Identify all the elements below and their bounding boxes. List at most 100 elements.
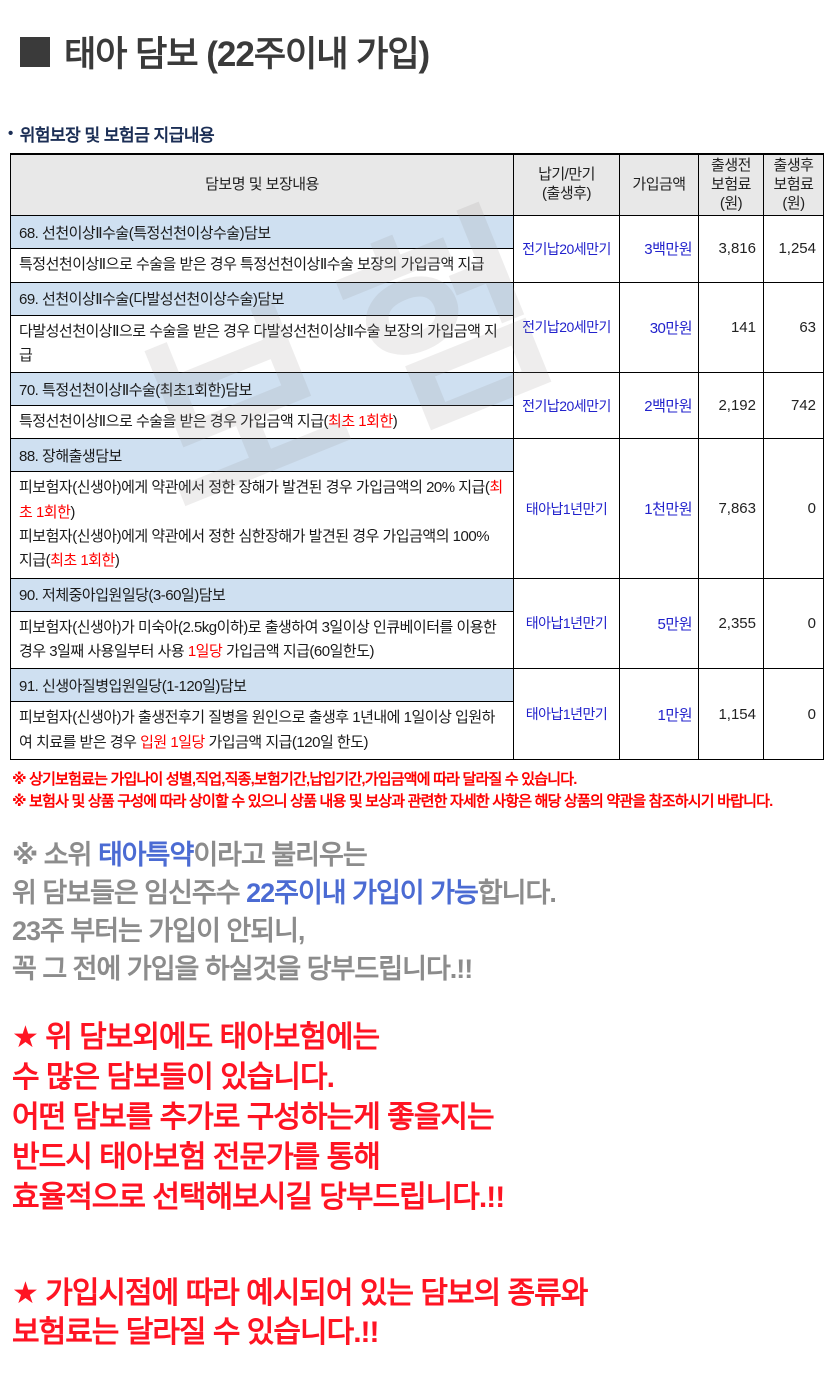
amount-cell: 3백만원 (619, 215, 699, 283)
header-amount: 가입금액 (619, 153, 699, 217)
header-term: 납기/만기 (출생후) (513, 153, 620, 217)
amount-cell: 1만원 (619, 668, 699, 760)
text-segment: 다발성선천이상Ⅱ으로 수술을 받은 경우 다발성선천이상Ⅱ수술 보장의 가입금액… (19, 322, 498, 364)
header-premium-after: 출생후 보험료(원) (763, 153, 824, 217)
text-segment: 입원 1일당 (140, 733, 205, 751)
text-segment: 피보험자(신생아)가 미숙아(2.5kg이하)로 출생하여 3일이상 인큐베이터… (19, 618, 497, 660)
notice-line: 23주 부터는 가입이 안되니, (12, 912, 831, 950)
note-line: ※ 보험사 및 상품 구성에 따라 상이할 수 있으니 상품 내용 및 보상과 … (12, 793, 773, 811)
term-cell: 태아납1년만기 (513, 577, 620, 670)
amount-cell: 5만원 (619, 577, 699, 670)
coverage-title-cell: 88. 장해출생담보 (10, 438, 514, 473)
text-segment: 이라고 불리우는 (193, 839, 367, 870)
notice-line: 꼭 그 전에 가입을 하실것을 당부드립니다.!! (12, 950, 831, 988)
header-coverage-name: 담보명 및 보장내용 (10, 153, 514, 217)
coverage-table-body: 68. 선천이상Ⅱ수술(특정선천이상수술)담보 전기납20세만기 3백만원 3,816… (10, 215, 824, 760)
text-segment: 최초 1회한 (50, 552, 115, 570)
premium-before-cell: 2,192 (698, 372, 764, 440)
coverage-row-title: 68. 선천이상Ⅱ수술(특정선천이상수술)담보 전기납20세만기 3백만원 3,816… (10, 215, 824, 283)
coverage-title-cell: 90. 저체중아입원일당(3-60일)담보 (10, 577, 514, 612)
premium-after-cell: 0 (763, 438, 824, 579)
warning-line: 수 많은 담보들이 있습니다. (12, 1060, 335, 1094)
coverage-title-cell: 91. 신생아질병입원일당(1-120일)담보 (10, 668, 514, 703)
text-segment: 피보험자(신생아)에게 약관에서 정한 장해가 발견된 경우 가입금액의 20%… (19, 479, 490, 497)
coverage-desc-cell: 피보험자(신생아)에게 약관에서 정한 장해가 발견된 경우 가입금액의 20%… (10, 471, 514, 579)
notice-line: 위 담보들은 임신주수 22주이내 가입이 가능합니다. (12, 874, 831, 912)
warning-line: ★ 가입시점에 따라 예시되어 있는 담보의 종류와 (12, 1276, 588, 1310)
coverage-desc-cell: 특정선천이상Ⅱ으로 수술을 받은 경우 특정선천이상Ⅱ수술 보장의 가입금액 지… (10, 248, 514, 283)
coverage-row-title: 90. 저체중아입원일당(3-60일)담보 태아납1년만기 5만원 2,355 0 (10, 577, 824, 670)
text-segment: ) (114, 552, 120, 570)
coverage-row-desc: 피보험자(신생아)가 미숙아(2.5kg이하)로 출생하여 3일이상 인큐베이터… (10, 610, 824, 670)
warning-line: 반드시 태아보험 전문가를 통해 (12, 1140, 381, 1174)
term-cell: 전기납20세만기 (513, 281, 620, 374)
warning-line: 보험료는 달라질 수 있습니다.!! (12, 1316, 380, 1350)
footnotes: ※ 상기보험료는 가입나이 성별,직업,직종,보험기간,납입기간,가입금액에 따… (12, 769, 831, 814)
notice-block: ※ 소위 태아특약이라고 불리우는 위 담보들은 임신주수 22주이내 가입이 가… (12, 836, 831, 988)
warning-line: 어떤 담보를 추가로 구성하는게 좋을지는 (12, 1100, 495, 1134)
coverage-desc-cell: 피보험자(신생아)가 출생전후기 질병을 원인으로 출생후 1년내에 1일이상 … (10, 701, 514, 760)
page-title: 태아 담보 (22주이내 가입) (20, 26, 831, 77)
coverage-row-desc: 특정선천이상Ⅱ으로 수술을 받은 경우 가입금액 지급(최초 1회한) (10, 405, 824, 440)
note-line: ※ 상기보험료는 가입나이 성별,직업,직종,보험기간,납입기간,가입금액에 따… (12, 770, 577, 788)
amount-cell: 2백만원 (619, 372, 699, 440)
text-segment: 위 담보들은 임신주수 (12, 877, 247, 908)
coverage-row-title: 69. 선천이상Ⅱ수술(다발성선천이상수술)담보 전기납20세만기 30만원 141 6… (10, 281, 824, 374)
amount-cell: 1천만원 (619, 438, 699, 579)
amount-cell: 30만원 (619, 281, 699, 374)
premium-after-cell: 1,254 (763, 215, 824, 283)
text-segment: 최초 1회한 (328, 413, 393, 431)
text-segment: 꼭 그 전에 가입을 하실것을 당부드립니다.!! (12, 954, 473, 984)
text-segment: ) (70, 503, 75, 521)
text-segment: ) (392, 413, 398, 431)
warning-line: 효율적으로 선택해보시길 당부드립니다.!! (12, 1180, 505, 1214)
header-premium-before: 출생전 보험료(원) (698, 153, 764, 217)
page-title-text: 태아 담보 (22주이내 가입) (64, 35, 430, 74)
text-segment: 특정선천이상Ⅱ으로 수술을 받은 경우 가입금액 지급( (19, 413, 329, 431)
premium-before-cell: 141 (698, 281, 764, 374)
term-cell: 태아납1년만기 (513, 438, 620, 579)
header-row: 담보명 및 보장내용 납기/만기 (출생후) 가입금액 출생전 보험료(원) 출… (10, 153, 824, 217)
text-segment: 1일당 (187, 642, 223, 660)
text-segment: 최초 1회한 (19, 479, 503, 521)
premium-after-cell: 742 (763, 372, 824, 440)
premium-after-cell: 0 (763, 668, 824, 760)
premium-before-cell: 2,355 (698, 577, 764, 670)
text-segment: 합니다. (477, 877, 557, 908)
term-cell: 전기납20세만기 (513, 215, 620, 283)
coverage-row-title: 88. 장해출생담보 태아납1년만기 1천만원 7,863 0 (10, 438, 824, 579)
coverage-row-desc: 특정선천이상Ⅱ으로 수술을 받은 경우 특정선천이상Ⅱ수술 보장의 가입금액 지… (10, 248, 824, 283)
coverage-row-desc: 피보험자(신생아)가 출생전후기 질병을 원인으로 출생후 1년내에 1일이상 … (10, 701, 824, 760)
notice-line: ※ 소위 태아특약이라고 불리우는 (12, 836, 831, 874)
term-cell: 태아납1년만기 (513, 668, 620, 760)
premium-before-cell: 7,863 (698, 438, 764, 579)
coverage-title-cell: 69. 선천이상Ⅱ수술(다발성선천이상수술)담보 (10, 281, 514, 316)
coverage-desc-cell: 다발성선천이상Ⅱ으로 수술을 받은 경우 다발성선천이상Ⅱ수술 보장의 가입금액… (10, 314, 514, 374)
text-segment: 피보험자(신생아)에게 약관에서 정한 심한장해가 발견된 경우 가입금액의 1… (19, 528, 490, 570)
premium-before-cell: 3,816 (698, 215, 764, 283)
section-subtitle-text: 위험보장 및 보험금 지급내용 (19, 126, 215, 145)
coverage-row-title: 70. 특정선천이상Ⅱ수술(최초1회한)담보 전기납20세만기 2백만원 2,192 7… (10, 372, 824, 440)
text-segment: ※ 소위 (12, 839, 98, 870)
text-segment: 22주이내 가입이 가능 (246, 877, 479, 908)
coverage-row-desc: 다발성선천이상Ⅱ으로 수술을 받은 경우 다발성선천이상Ⅱ수술 보장의 가입금액… (10, 314, 824, 374)
coverage-row-title: 91. 신생아질병입원일당(1-120일)담보 태아납1년만기 1만원 1,154 0 (10, 668, 824, 760)
premium-after-cell: 0 (763, 577, 824, 670)
coverage-table-header: 담보명 및 보장내용 납기/만기 (출생후) 가입금액 출생전 보험료(원) 출… (10, 153, 824, 217)
term-cell: 전기납20세만기 (513, 372, 620, 440)
text-segment: 가입금액 지급(120일 한도) (204, 733, 369, 751)
text-segment: 태아특약 (97, 839, 194, 870)
coverage-row-desc: 피보험자(신생아)에게 약관에서 정한 장해가 발견된 경우 가입금액의 20%… (10, 471, 824, 579)
warning-line: ★ 위 담보외에도 태아보험에는 (12, 1021, 380, 1055)
coverage-title-cell: 68. 선천이상Ⅱ수술(특정선천이상수술)담보 (10, 215, 514, 250)
text-segment: 23주 부터는 가입이 안되니, (12, 915, 305, 946)
bullet-icon: • (8, 125, 13, 142)
premium-after-cell: 63 (763, 281, 824, 374)
title-square-icon (20, 36, 50, 67)
section-subtitle: • 위험보장 및 보험금 지급내용 (8, 121, 831, 146)
text-segment: 피보험자(신생아)가 출생전후기 질병을 원인으로 출생후 1년내에 1일이상 … (19, 709, 495, 751)
coverage-table-wrap: 보험 담보명 및 보장내용 납기/만기 (출생후) 가입금액 출생전 보험료(원… (10, 153, 824, 760)
